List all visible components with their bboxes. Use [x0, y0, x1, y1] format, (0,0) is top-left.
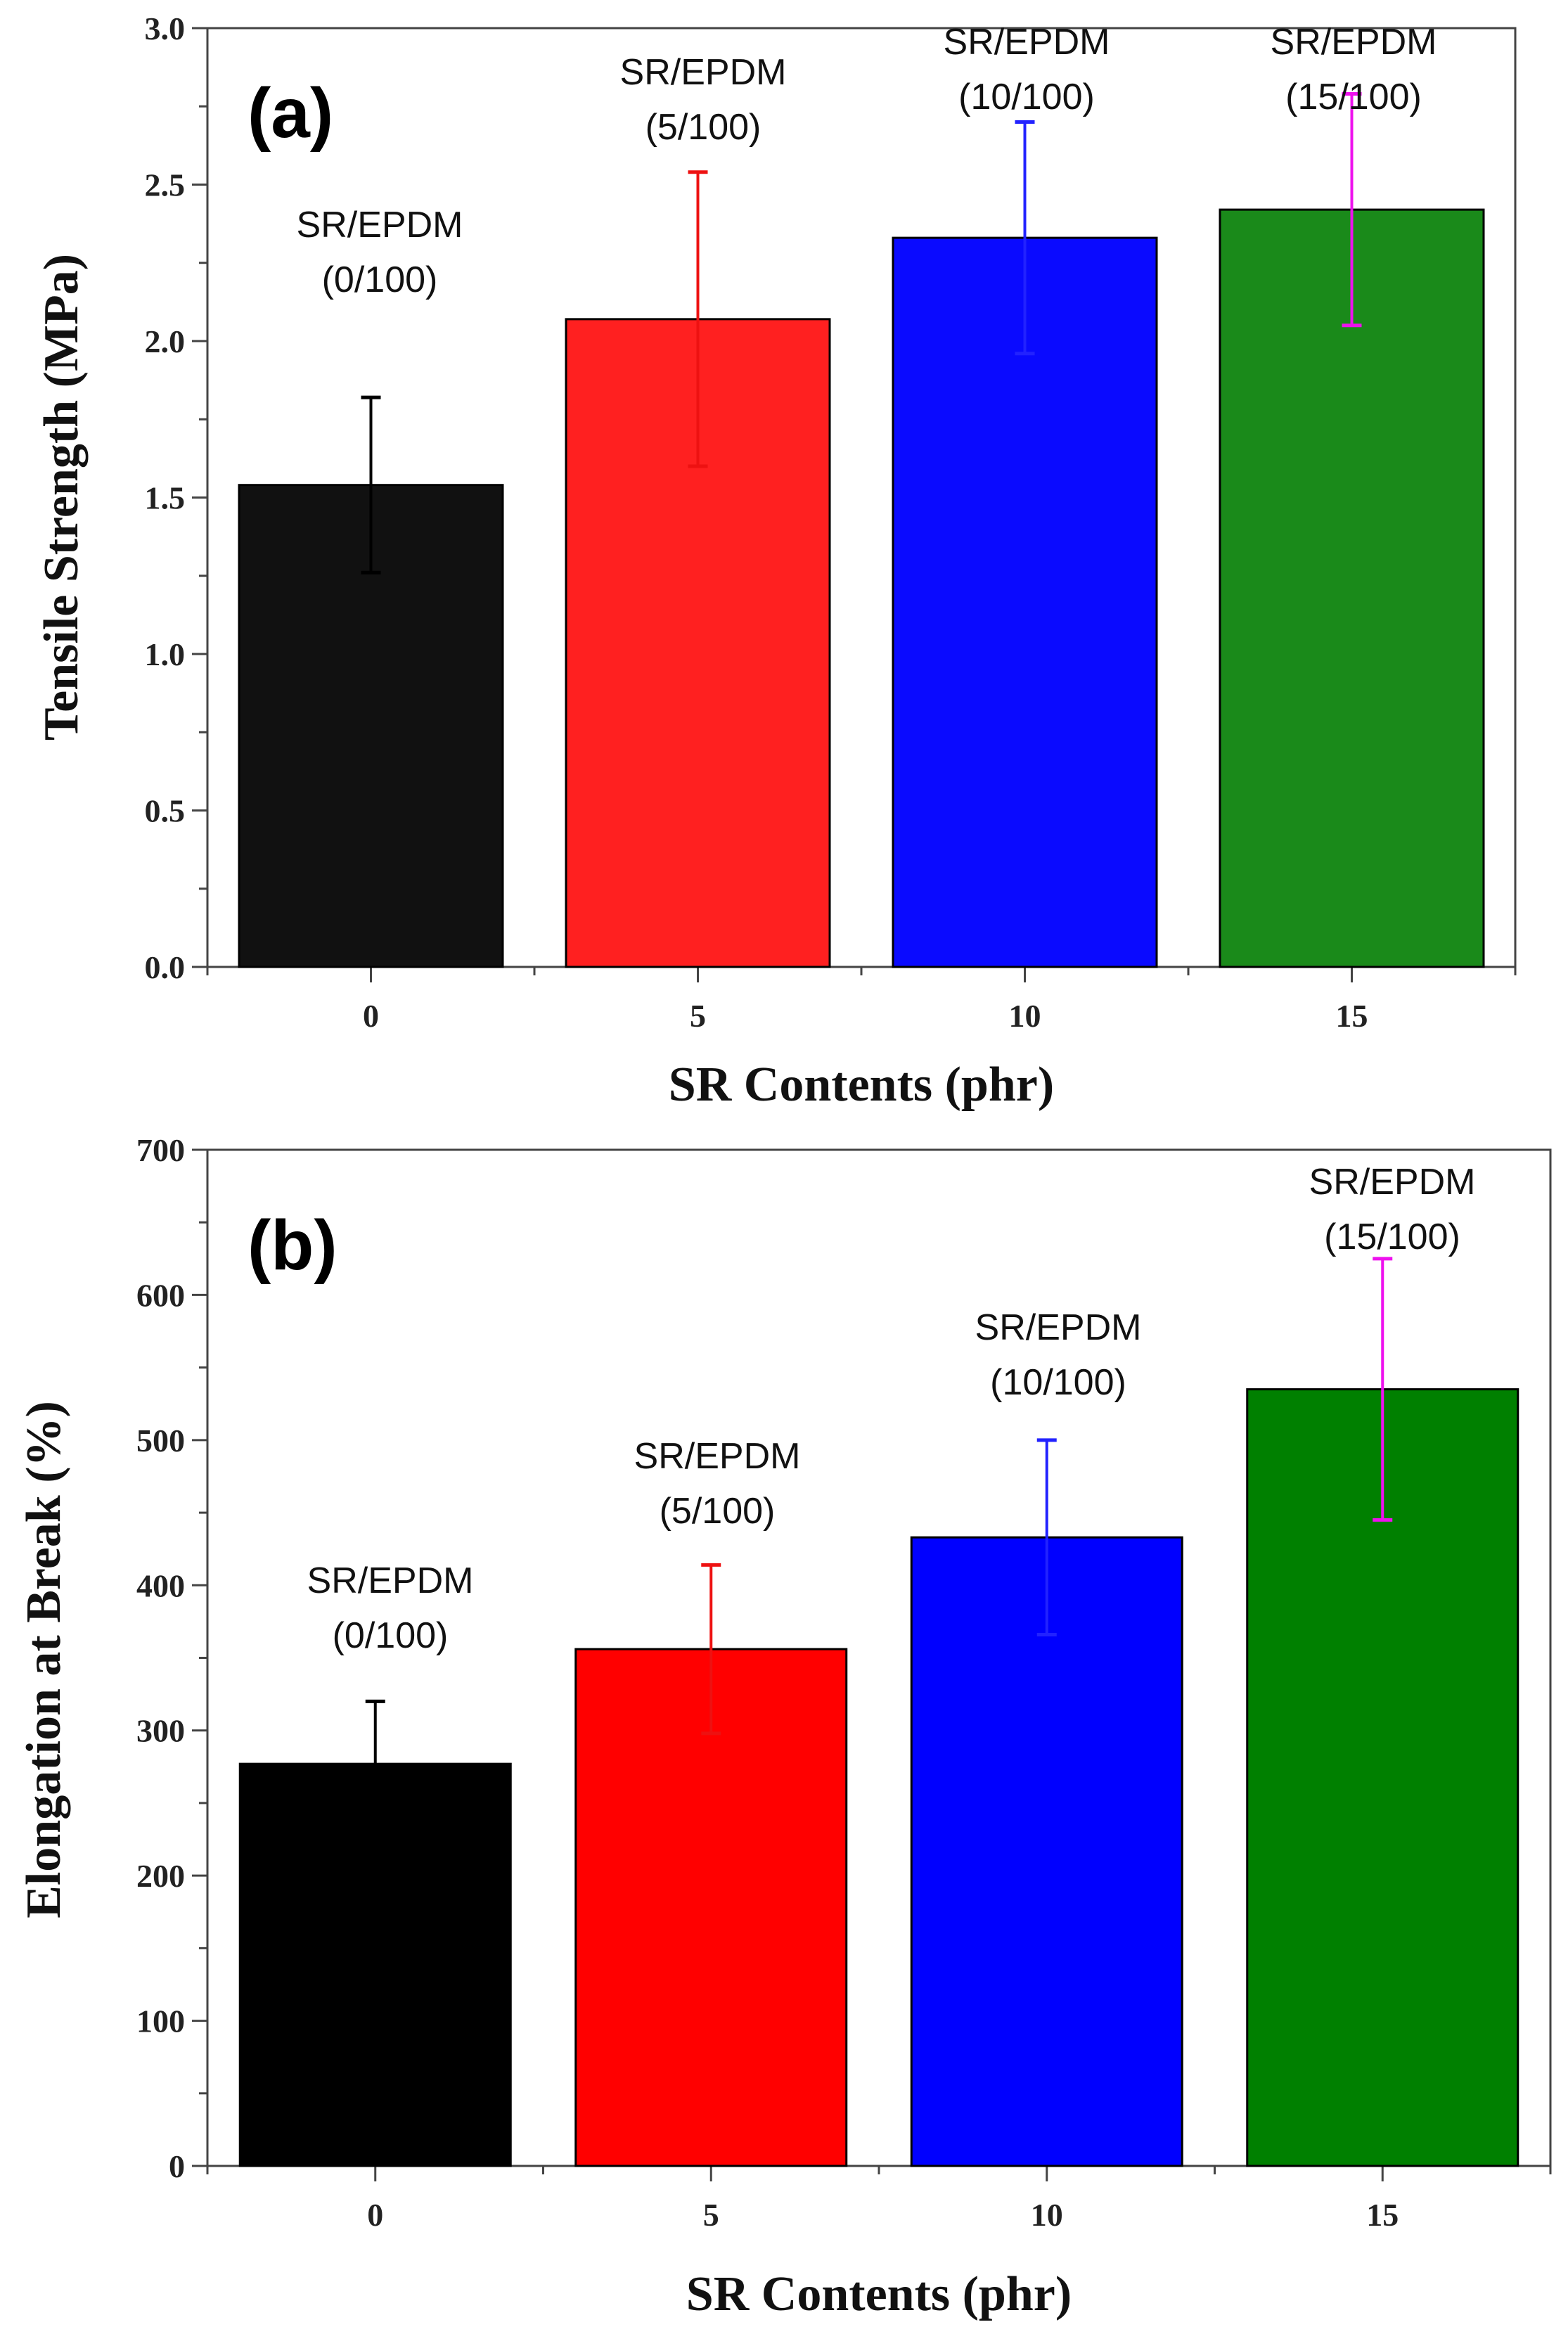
- panel-b-annotation-10: (10/100): [990, 1362, 1126, 1403]
- panel-b-bar-5: [574, 1648, 848, 2167]
- panel-b-y-tick-label: 100: [136, 2003, 185, 2039]
- panel-b-x-ticks: 0 5 10 15: [206, 2166, 1552, 2233]
- panel-b-annotation-15: (15/100): [1324, 1217, 1460, 1257]
- panel-a-bar-10: [892, 236, 1158, 968]
- panel-a-y-tick-label: 0.5: [145, 793, 186, 829]
- panel-a-annotation-0: (0/100): [322, 259, 438, 300]
- panel-a-annotation-15: SR/EPDM: [1271, 22, 1437, 63]
- panel-a-annotation-5: (5/100): [645, 107, 761, 148]
- panel-b-y-tick-label: 500: [136, 1423, 185, 1458]
- panel-a-annotation-5: SR/EPDM: [620, 52, 787, 93]
- panel-a-y-axis-title: Tensile Strength (MPa): [34, 254, 89, 740]
- panel-b-y-tick-label: 0: [169, 2148, 185, 2184]
- panel-b-annotation-0: SR/EPDM: [307, 1560, 474, 1601]
- panel-a-y-tick-label: 3.0: [145, 11, 186, 46]
- panel-a-label: (a): [248, 74, 333, 153]
- panel-a-y-tick-label: 1.5: [145, 480, 186, 516]
- panel-a-annotation-10: (10/100): [958, 77, 1095, 117]
- panel-b-y-tick-label: 200: [136, 1858, 185, 1894]
- panel-a-error-bars: [361, 91, 1362, 575]
- panel-b-y-tick-label: 300: [136, 1713, 185, 1749]
- panel-b-label: (b): [248, 1206, 338, 1285]
- panel-b-x-axis-title: SR Contents (phr): [686, 2267, 1072, 2321]
- panel-b-annotation-15: SR/EPDM: [1309, 1162, 1476, 1203]
- panel-a-x-ticks: 0 5 10 15: [206, 967, 1517, 1034]
- panel-b-x-tick-label: 0: [367, 2197, 383, 2233]
- panel-b-x-tick-label: 5: [703, 2197, 719, 2233]
- panel-a-y-tick-label: 1.0: [145, 636, 186, 672]
- panel-a: (a) Tensile Strength (MPa) SR Contents (…: [34, 11, 1517, 1112]
- panel-a-x-tick-label: 5: [690, 998, 706, 1034]
- panel-a-x-tick-label: 0: [363, 998, 379, 1034]
- panel-a-y-tick-label: 2.0: [145, 323, 186, 359]
- panel-b-y-tick-label: 400: [136, 1567, 185, 1603]
- panel-b-bar-10: [910, 1536, 1183, 2167]
- panel-a-x-tick-label: 15: [1336, 998, 1368, 1034]
- panel-b-annotation-5: (5/100): [660, 1491, 776, 1532]
- panel-a-y-tick-label: 2.5: [145, 167, 186, 203]
- panel-b-x-tick-label: 10: [1031, 2197, 1063, 2233]
- panel-a-annotation-0: SR/EPDM: [297, 205, 463, 245]
- panel-a-annotations: SR/EPDM (0/100) SR/EPDM (5/100) SR/EPDM (10/1…: [297, 22, 1437, 300]
- panel-b-y-ticks: 0 100 200 300 400 500 600 700: [136, 1132, 207, 2184]
- panel-b: (b) Elongation at Break (%) SR Contents …: [17, 1132, 1552, 2321]
- panel-b-error-bars: [365, 1257, 1393, 1828]
- panel-b-annotation-5: SR/EPDM: [634, 1436, 801, 1477]
- panel-b-annotations: SR/EPDM (0/100) SR/EPDM (5/100) SR/EPDM (10/1…: [307, 1162, 1476, 1656]
- panel-b-annotation-0: (0/100): [333, 1615, 449, 1656]
- panel-b-annotation-10: SR/EPDM: [975, 1307, 1142, 1348]
- panel-a-x-axis-title: SR Contents (phr): [669, 1058, 1054, 1112]
- panel-b-bar-0: [238, 1762, 512, 2167]
- panel-b-y-axis-title: Elongation at Break (%): [17, 1401, 71, 1918]
- panel-b-y-tick-label: 600: [136, 1277, 185, 1313]
- panel-a-x-tick-label: 10: [1009, 998, 1041, 1034]
- panel-a-annotation-15: (15/100): [1285, 77, 1422, 117]
- panel-a-bar-15: [1219, 208, 1485, 968]
- panel-a-y-tick-label: 0.0: [145, 949, 186, 985]
- panel-a-annotation-10: SR/EPDM: [944, 22, 1110, 63]
- panel-a-y-ticks: 0.0 0.5 1.0 1.5 2.0 2.5 3.0: [145, 11, 207, 985]
- panel-b-x-tick-label: 15: [1366, 2197, 1399, 2233]
- panel-b-y-tick-label: 700: [136, 1132, 185, 1168]
